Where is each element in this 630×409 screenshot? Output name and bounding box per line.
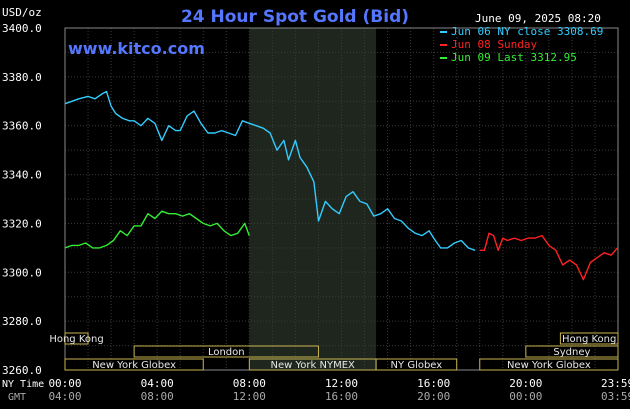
y-tick-label: 3300.0 xyxy=(2,266,42,279)
x-tick-label-gmt: 08:00 xyxy=(141,390,174,403)
legend-entry: Jun 08 Sunday xyxy=(440,38,537,51)
legend-swatch xyxy=(440,31,447,33)
nymex-shaded-region xyxy=(249,28,377,370)
session-bar-box xyxy=(479,358,619,371)
session-bar-box xyxy=(133,345,319,358)
session-bar-box xyxy=(64,358,204,371)
x-tick-label-ny: 00:00 xyxy=(48,377,81,390)
session-bar-label: Sydney xyxy=(553,347,590,358)
chart-title: 24 Hour Spot Gold (Bid) xyxy=(181,7,409,27)
x-tick-label-ny: 12:00 xyxy=(325,377,358,390)
session-bar-label: London xyxy=(208,347,245,358)
x-tick-label-gmt: 20:00 xyxy=(417,390,450,403)
x-tick-label-gmt: 04:00 xyxy=(48,390,81,403)
series-line xyxy=(479,232,619,281)
price-series xyxy=(64,90,619,281)
y-tick-label: 3380.0 xyxy=(2,71,42,84)
x-tick-label-ny: 16:00 xyxy=(417,377,450,390)
legend-entry: Jun 09 Last 3312.95 xyxy=(440,51,577,64)
series-line xyxy=(64,90,476,251)
legend-swatch xyxy=(440,44,447,46)
y-tick-label: 3280.0 xyxy=(2,315,42,328)
unit-label: USD/oz xyxy=(2,6,42,19)
ny-time-label: NY Time xyxy=(2,379,44,390)
trading-sessions: Hong Kong Hong Kong London Sydney New York G… xyxy=(49,332,619,371)
y-tick-label: 3400.0 xyxy=(2,22,42,35)
gmt-label: GMT xyxy=(8,392,26,403)
watermark[interactable]: www.kitco.com xyxy=(68,39,205,58)
session-bar-label: Hong Kong xyxy=(49,334,103,345)
x-tick-label-gmt: 03:59 xyxy=(601,390,630,403)
x-tick-label-gmt: 00:00 xyxy=(509,390,542,403)
session-bar-label: Hong Kong xyxy=(562,334,616,345)
session-bar-box xyxy=(64,332,89,345)
legend-label: Jun 08 Sunday xyxy=(451,38,537,51)
session-bar: NY Globex xyxy=(375,358,458,371)
x-tick-label-ny: 23:59 xyxy=(601,377,630,390)
legend-label: Jun 09 Last 3312.95 xyxy=(451,51,577,64)
series-line xyxy=(64,210,250,249)
x-tick-label-gmt: 16:00 xyxy=(325,390,358,403)
legend-swatch xyxy=(440,57,447,59)
x-tick-label-ny: 20:00 xyxy=(509,377,542,390)
session-bar: Sydney xyxy=(525,345,619,358)
legend-entry: Jun 06 NY close 3308.69 xyxy=(440,25,603,38)
session-bar-label: NY Globex xyxy=(391,360,443,371)
session-bar-label: New York NYMEX xyxy=(271,360,356,371)
grid-lines xyxy=(64,27,619,371)
timestamp: June 09, 2025 08:20 xyxy=(475,12,601,25)
session-bar: London xyxy=(133,345,319,358)
legend-label: Jun 06 NY close 3308.69 xyxy=(451,25,603,38)
x-tick-label-ny: 04:00 xyxy=(141,377,174,390)
session-bar-box xyxy=(559,332,619,345)
x-tick-label-gmt: 12:00 xyxy=(233,390,266,403)
session-bar: New York Globex xyxy=(64,358,204,371)
session-bar: Hong Kong xyxy=(49,332,104,345)
x-tick-label-ny: 08:00 xyxy=(233,377,266,390)
y-axis-ticks: 3260.0 3280.0 3300.0 3320.0 3340.0 3360.0 3380… xyxy=(2,22,42,377)
y-tick-label: 3320.0 xyxy=(2,217,42,230)
session-bar-box xyxy=(525,345,619,358)
y-tick-label: 3360.0 xyxy=(2,120,42,133)
x-axis-ticks: 00:0004:0004:0008:0008:0012:0012:0016:00… xyxy=(48,377,630,403)
session-bar: Hong Kong xyxy=(559,332,619,345)
y-tick-label: 3340.0 xyxy=(2,169,42,182)
session-bar-label: New York Globex xyxy=(507,360,591,371)
session-bar: New York Globex xyxy=(479,358,619,371)
session-bar-label: New York Globex xyxy=(92,360,176,371)
y-tick-label: 3260.0 xyxy=(2,364,42,377)
session-bar-box xyxy=(375,358,458,371)
